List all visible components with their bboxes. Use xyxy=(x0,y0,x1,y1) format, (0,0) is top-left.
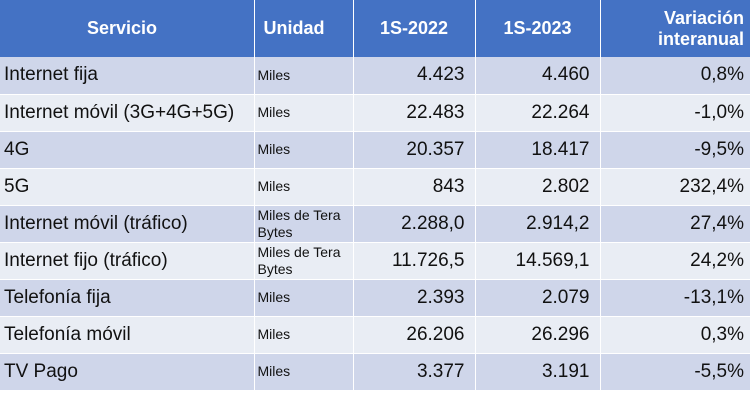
cell-unidad: Miles xyxy=(254,167,354,205)
cell-variacion: -5,5% xyxy=(600,352,750,390)
header-servicio: Servicio xyxy=(0,0,255,57)
cell-unidad: Miles xyxy=(254,130,354,168)
cell-1s-2022: 4.423 xyxy=(353,57,476,94)
services-table: Servicio Unidad 1S-2022 1S-2023 Variació… xyxy=(0,0,750,390)
cell-1s-2023: 3.191 xyxy=(475,352,601,390)
table-row: Internet móvil (tráfico) Miles de Tera By… xyxy=(0,204,750,242)
cell-1s-2023: 2.914,2 xyxy=(475,204,601,242)
cell-servicio: 5G xyxy=(0,167,255,205)
cell-servicio: 4G xyxy=(0,130,255,168)
cell-1s-2022: 843 xyxy=(353,167,476,205)
header-1s-2022: 1S-2022 xyxy=(353,0,476,57)
cell-variacion: -13,1% xyxy=(600,278,750,316)
cell-variacion: 27,4% xyxy=(600,204,750,242)
cell-unidad: Miles xyxy=(254,352,354,390)
table-row: 5G Miles 843 2.802 232,4% xyxy=(0,167,750,205)
cell-1s-2023: 18.417 xyxy=(475,130,601,168)
cell-1s-2022: 11.726,5 xyxy=(353,241,476,279)
table-row: Internet fija Miles 4.423 4.460 0,8% xyxy=(0,57,750,94)
table-row: Internet móvil (3G+4G+5G) Miles 22.483 22.2… xyxy=(0,93,750,131)
cell-1s-2023: 14.569,1 xyxy=(475,241,601,279)
cell-unidad: Miles xyxy=(254,57,354,94)
header-variacion: Variación interanual xyxy=(600,0,750,57)
cell-servicio: Internet fija xyxy=(0,57,255,94)
cell-1s-2023: 2.079 xyxy=(475,278,601,316)
table-row: Telefonía móvil Miles 26.206 26.296 0,3% xyxy=(0,315,750,353)
cell-1s-2023: 26.296 xyxy=(475,315,601,353)
cell-1s-2023: 2.802 xyxy=(475,167,601,205)
header-unidad: Unidad xyxy=(254,0,354,57)
cell-1s-2022: 3.377 xyxy=(353,352,476,390)
cell-variacion: -1,0% xyxy=(600,93,750,131)
cell-servicio: Telefonía fija xyxy=(0,278,255,316)
header-1s-2023: 1S-2023 xyxy=(475,0,601,57)
cell-1s-2022: 22.483 xyxy=(353,93,476,131)
cell-servicio: Internet fijo (tráfico) xyxy=(0,241,255,279)
cell-variacion: 232,4% xyxy=(600,167,750,205)
table-header-row: Servicio Unidad 1S-2022 1S-2023 Variació… xyxy=(0,0,750,57)
cell-servicio: Telefonía móvil xyxy=(0,315,255,353)
cell-1s-2023: 4.460 xyxy=(475,57,601,94)
cell-variacion: 0,3% xyxy=(600,315,750,353)
cell-unidad: Miles xyxy=(254,278,354,316)
cell-variacion: -9,5% xyxy=(600,130,750,168)
cell-servicio: TV Pago xyxy=(0,352,255,390)
table-row: Internet fijo (tráfico) Miles de Tera Byt… xyxy=(0,241,750,279)
cell-unidad: Miles de Tera Bytes xyxy=(254,204,354,242)
cell-servicio: Internet móvil (tráfico) xyxy=(0,204,255,242)
table-row: TV Pago Miles 3.377 3.191 -5,5% xyxy=(0,352,750,390)
cell-1s-2022: 2.288,0 xyxy=(353,204,476,242)
cell-unidad: Miles xyxy=(254,315,354,353)
cell-1s-2023: 22.264 xyxy=(475,93,601,131)
cell-servicio: Internet móvil (3G+4G+5G) xyxy=(0,93,255,131)
cell-unidad: Miles de Tera Bytes xyxy=(254,241,354,279)
table-row: 4G Miles 20.357 18.417 -9,5% xyxy=(0,130,750,168)
cell-unidad: Miles xyxy=(254,93,354,131)
cell-variacion: 24,2% xyxy=(600,241,750,279)
cell-1s-2022: 2.393 xyxy=(353,278,476,316)
cell-1s-2022: 20.357 xyxy=(353,130,476,168)
cell-variacion: 0,8% xyxy=(600,57,750,94)
table-row: Telefonía fija Miles 2.393 2.079 -13,1% xyxy=(0,278,750,316)
cell-1s-2022: 26.206 xyxy=(353,315,476,353)
